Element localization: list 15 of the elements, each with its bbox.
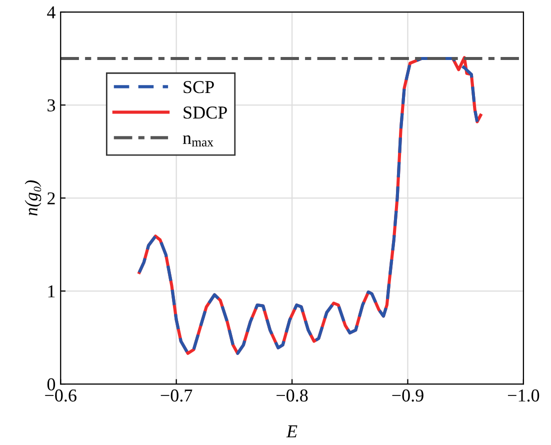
y-axis-title: n(g₀) (24, 180, 42, 216)
y-tick-label: 2 (48, 192, 55, 204)
legend-label: n$_{max}$ (182, 135, 214, 146)
legend-label: SCP (184, 81, 214, 94)
x-tick-label: −0.8 (276, 389, 308, 402)
x-axis-title: E (286, 425, 298, 438)
y-tick-label: 3 (48, 99, 56, 112)
y-tick-label: 4 (47, 6, 56, 18)
legend-label: SDCP (184, 106, 227, 119)
x-tick-label: −0.7 (160, 389, 192, 402)
y-tick-label: 1 (48, 285, 55, 298)
x-tick-label: −0.6 (45, 389, 76, 402)
x-tick-label: −1.0 (508, 389, 540, 402)
y-tick-label: 0 (47, 378, 56, 390)
x-tick-label: −0.9 (392, 389, 424, 402)
